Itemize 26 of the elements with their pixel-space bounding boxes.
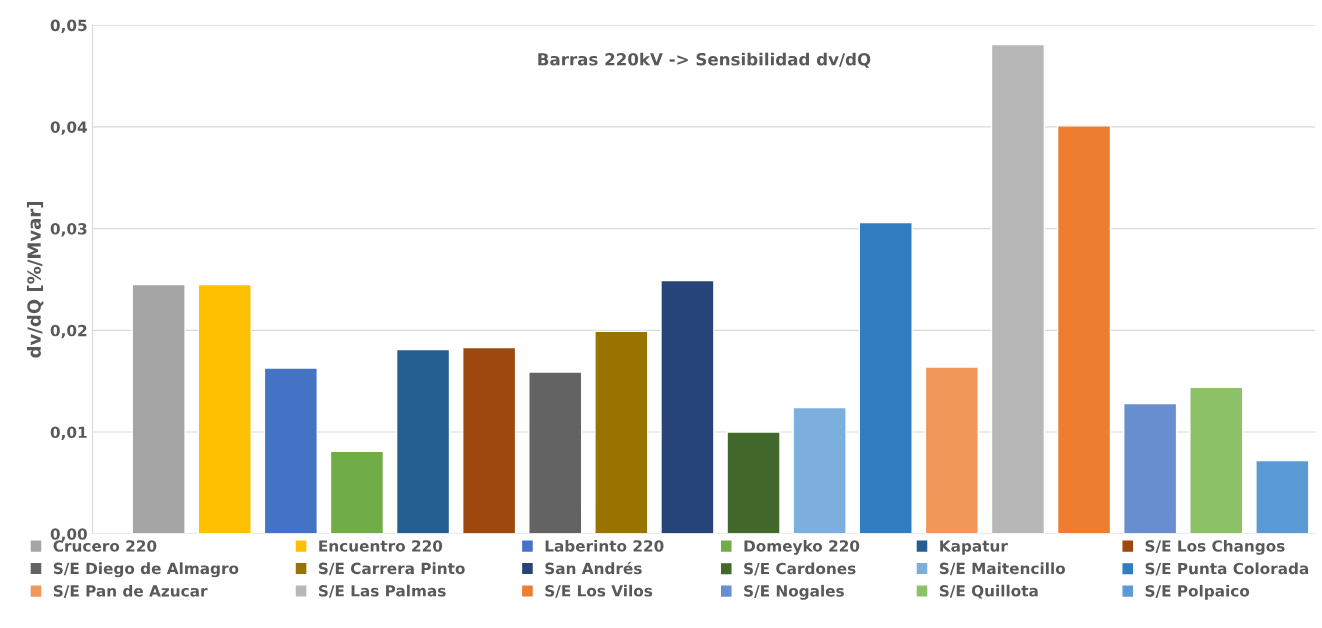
legend-label: Laberinto 220 xyxy=(545,539,664,552)
y-axis-title: dv/dQ [%/Mvar] xyxy=(26,202,44,358)
legend-label: S/E Nogales xyxy=(744,584,844,600)
y-tick-label: 0,02 xyxy=(50,324,87,339)
legend-label: Crucero 220 xyxy=(53,540,157,552)
legend-label: S/E Polpaico xyxy=(1145,584,1250,600)
legend-label: S/E Las Palmas xyxy=(318,584,446,598)
y-tick-label: 0,00 xyxy=(50,528,87,542)
legend-label: S/E Pan de Azucar xyxy=(53,584,208,598)
legend-label: Domeyko 220 xyxy=(744,539,860,555)
legend-label: S/E Quillota xyxy=(939,584,1038,599)
y-tick-label: 0,04 xyxy=(50,121,87,135)
legend-label: Encuentro 220 xyxy=(319,540,443,552)
y-tick-label: 0,01 xyxy=(50,426,87,441)
y-tick-label: 0,03 xyxy=(50,223,87,237)
legend-label: San Andrés xyxy=(545,561,642,575)
text: Barras 220kV -> Sensibilidad dv/dQ xyxy=(538,52,871,68)
y-tick-label: 0,05 xyxy=(50,19,87,34)
legend-label: S/E Maitencillo xyxy=(939,562,1066,576)
legend-label: S/E Punta Colorada xyxy=(1145,562,1309,576)
legend-label: S/E Carrera Pinto xyxy=(318,562,465,576)
legend-label: S/E Los Changos xyxy=(1145,539,1285,555)
legend-label: Kapatur xyxy=(940,540,1008,555)
legend-label: S/E Los Vilos xyxy=(545,584,653,598)
legend-label: S/E Diego de Almagro xyxy=(53,562,239,578)
legend-label: S/E Cardones xyxy=(744,562,856,576)
